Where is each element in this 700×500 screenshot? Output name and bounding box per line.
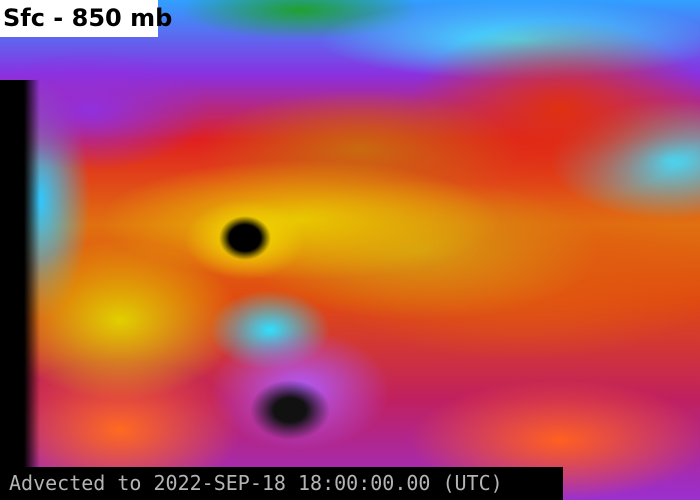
layer-title: Sfc - 850 mb bbox=[0, 0, 172, 37]
timestamp-label: Advected to 2022-SEP-18 18:00:00.00 (UTC… bbox=[0, 467, 563, 500]
no-data-region bbox=[0, 80, 40, 470]
